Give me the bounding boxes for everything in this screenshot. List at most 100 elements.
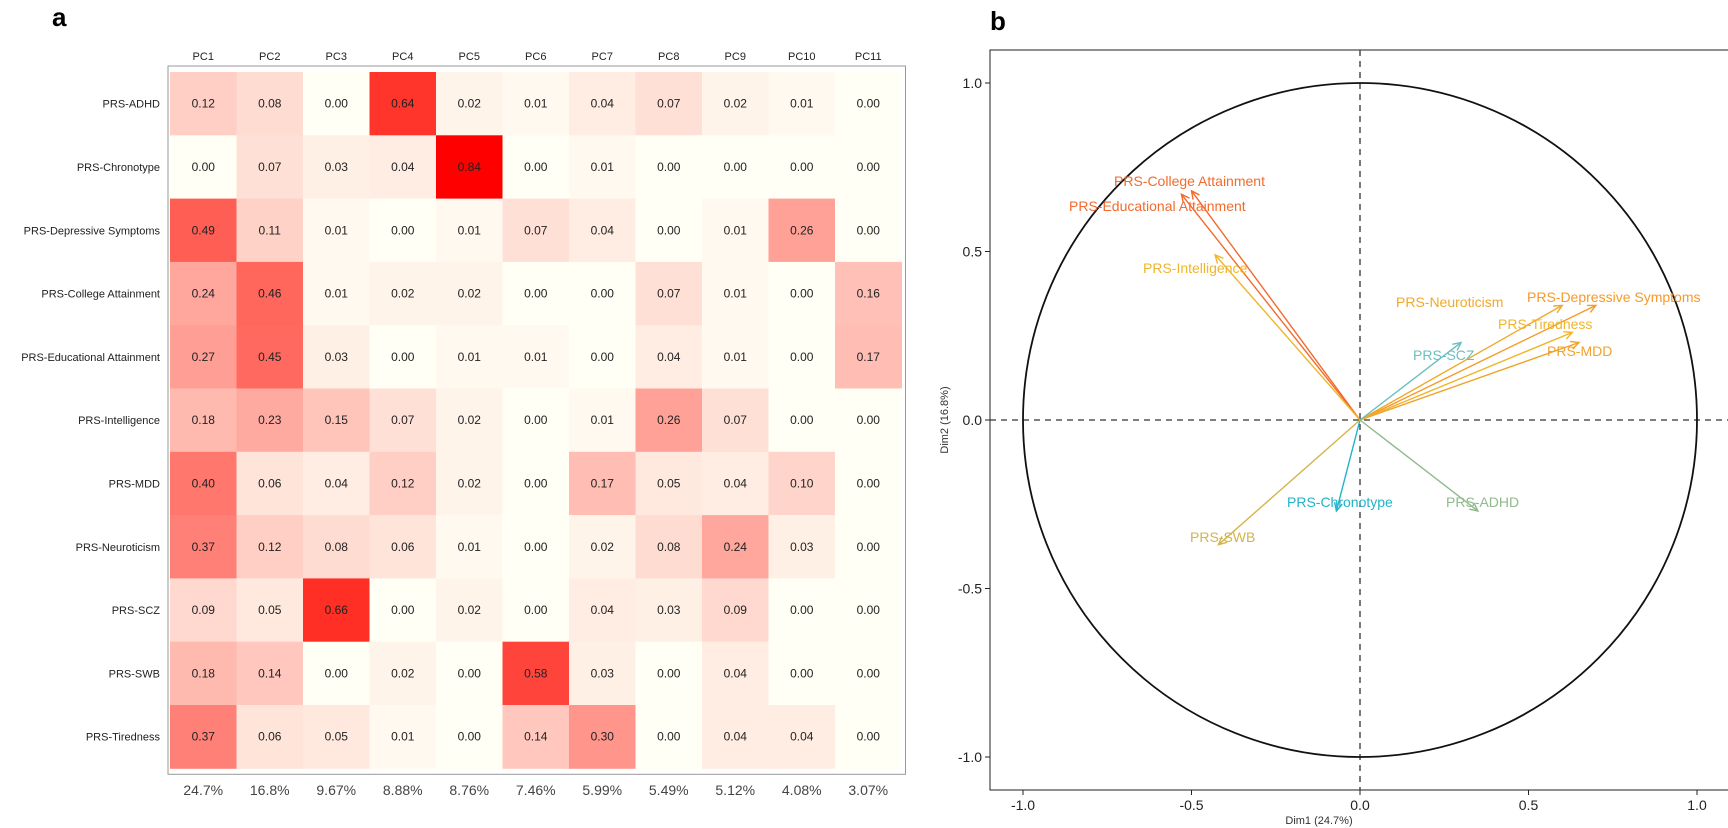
cell-value: 0.17 xyxy=(857,350,881,364)
variance-label: 8.76% xyxy=(449,782,489,798)
heatmap-cell xyxy=(569,388,636,453)
cell-value: 0.40 xyxy=(192,476,216,490)
cell-value: 0.04 xyxy=(391,160,415,174)
x-tick-label: 0.0 xyxy=(1350,797,1370,813)
cell-value: 0.01 xyxy=(790,97,814,111)
vector-label: PRS-SCZ xyxy=(1413,347,1475,363)
heatmap-cell xyxy=(635,198,703,263)
heatmap-cell xyxy=(702,578,769,643)
vector-label: PRS-Intelligence xyxy=(1143,260,1247,276)
heatmap-cell xyxy=(569,135,636,200)
heatmap-cell xyxy=(303,705,370,769)
y-tick-label: 0.5 xyxy=(963,244,983,260)
heatmap-cell xyxy=(170,325,237,389)
heatmap-cell xyxy=(369,451,437,516)
heatmap-cell xyxy=(635,261,703,326)
variance-label: 3.07% xyxy=(848,782,888,798)
cell-value: 0.00 xyxy=(524,413,548,427)
heatmap-cell xyxy=(170,641,237,706)
heatmap-cell xyxy=(569,515,636,579)
row-label: PRS-Intelligence xyxy=(78,415,160,427)
cell-value: 0.01 xyxy=(458,540,482,554)
cell-value: 0.08 xyxy=(657,540,681,554)
cell-value: 0.45 xyxy=(258,350,282,364)
row-label: PRS-ADHD xyxy=(103,99,161,111)
vector-arrowhead xyxy=(1180,192,1190,204)
heatmap-cell xyxy=(768,198,836,263)
cell-value: 0.00 xyxy=(591,287,615,301)
cell-value: 0.01 xyxy=(524,97,548,111)
heatmap-cell xyxy=(502,388,570,453)
heatmap-cell xyxy=(702,135,769,200)
cell-value: 0.24 xyxy=(724,540,748,554)
vector-label: PRS-MDD xyxy=(1547,343,1612,359)
heatmap-cell xyxy=(569,578,636,643)
cell-value: 0.00 xyxy=(857,730,881,744)
heatmap-cell xyxy=(502,325,570,389)
heatmap-cell xyxy=(835,451,902,516)
cell-value: 0.00 xyxy=(790,287,814,301)
heatmap-cell xyxy=(768,705,836,769)
heatmap-cell xyxy=(303,135,370,200)
heatmap-cell xyxy=(835,325,902,389)
heatmap-cell xyxy=(768,261,836,326)
cell-value: 0.04 xyxy=(724,476,748,490)
heatmap-cell xyxy=(303,325,370,389)
heatmap-cell xyxy=(768,388,836,453)
heatmap-cell xyxy=(835,388,902,453)
vector-arrowhead xyxy=(1214,253,1224,264)
cell-value: 0.00 xyxy=(657,160,681,174)
vector-label: PRS-Depressive Symptoms xyxy=(1527,289,1701,305)
heatmap-cell xyxy=(236,451,304,516)
row-label: PRS-Tiredness xyxy=(86,732,161,744)
cell-value: 0.04 xyxy=(790,730,814,744)
cell-value: 0.00 xyxy=(857,603,881,617)
heatmap-cell xyxy=(170,135,237,200)
cell-value: 0.12 xyxy=(391,476,415,490)
row-label: PRS-Neuroticism xyxy=(76,542,160,554)
cell-value: 0.01 xyxy=(458,223,482,237)
cell-value: 0.09 xyxy=(192,603,216,617)
cell-value: 0.08 xyxy=(325,540,349,554)
cell-value: 0.16 xyxy=(857,287,881,301)
cell-value: 0.27 xyxy=(192,350,216,364)
heatmap-cell xyxy=(236,261,304,326)
row-label: PRS-MDD xyxy=(109,478,160,490)
heatmap-cell xyxy=(502,198,570,263)
cell-value: 0.04 xyxy=(724,666,748,680)
cell-value: 0.24 xyxy=(192,287,216,301)
column-label: PC3 xyxy=(326,51,347,63)
vector-arrowhead xyxy=(1563,331,1574,340)
cell-value: 0.06 xyxy=(258,476,282,490)
heatmap-cell xyxy=(635,135,703,200)
variance-label: 24.7% xyxy=(183,782,223,798)
heatmap-cell xyxy=(369,325,437,389)
cell-value: 0.00 xyxy=(524,287,548,301)
variance-label: 5.49% xyxy=(649,782,689,798)
cell-value: 0.58 xyxy=(524,666,548,680)
heatmap-cell xyxy=(702,198,769,263)
y-tick-label: 1.0 xyxy=(963,75,983,91)
variance-label: 4.08% xyxy=(782,782,822,798)
heatmap-cell xyxy=(236,578,304,643)
heatmap-cell xyxy=(502,135,570,200)
heatmap-cell xyxy=(768,72,836,136)
heatmap-cell xyxy=(569,198,636,263)
heatmap-cell xyxy=(835,198,902,263)
x-tick-label: -0.5 xyxy=(1179,797,1203,813)
cell-value: 0.02 xyxy=(458,603,482,617)
heatmap-cell xyxy=(236,388,304,453)
vector-label: PRS-ADHD xyxy=(1446,494,1519,510)
cell-value: 0.03 xyxy=(591,666,615,680)
heatmap-cell xyxy=(303,198,370,263)
cell-value: 0.49 xyxy=(192,223,216,237)
cell-value: 0.05 xyxy=(258,603,282,617)
row-label: PRS-Educational Attainment xyxy=(21,352,160,364)
cell-value: 0.14 xyxy=(524,730,548,744)
heatmap-cell xyxy=(236,72,304,136)
variance-label: 5.99% xyxy=(582,782,622,798)
cell-value: 0.03 xyxy=(657,603,681,617)
cell-value: 0.00 xyxy=(857,97,881,111)
variance-label: 5.12% xyxy=(715,782,755,798)
column-label: PC9 xyxy=(725,51,746,63)
